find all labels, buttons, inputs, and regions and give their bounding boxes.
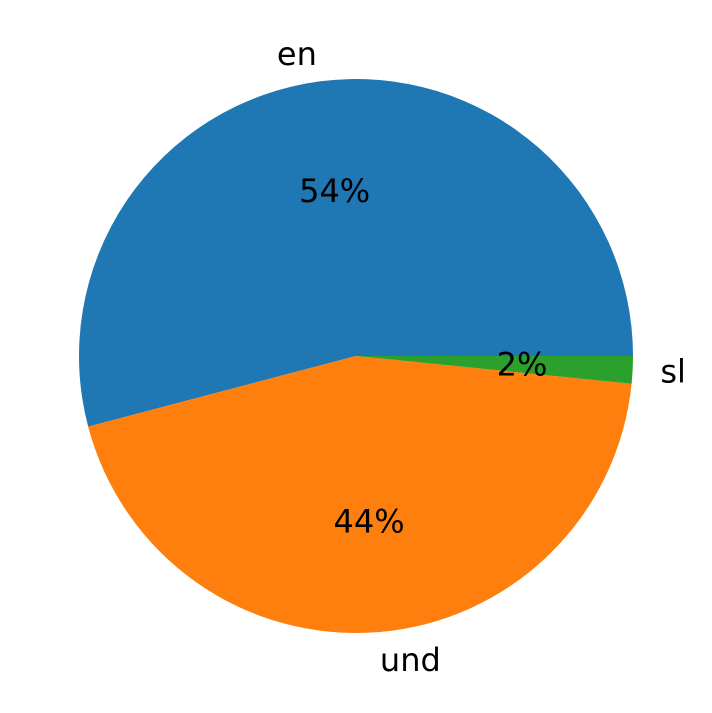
slice-percent-und: 44% xyxy=(333,503,404,541)
pie-labels: en 54% und 44% sl 2% xyxy=(277,35,686,679)
pie-slice-en xyxy=(78,78,633,427)
slice-percent-sl: 2% xyxy=(497,345,548,383)
slice-label-und: und xyxy=(380,641,441,679)
slice-percent-en: 54% xyxy=(299,172,370,210)
slice-label-sl: sl xyxy=(660,352,686,390)
pie-slice-und xyxy=(88,356,632,634)
pie-slice-sl xyxy=(356,356,633,384)
pie-slices xyxy=(78,78,633,634)
slice-label-en: en xyxy=(277,35,317,73)
